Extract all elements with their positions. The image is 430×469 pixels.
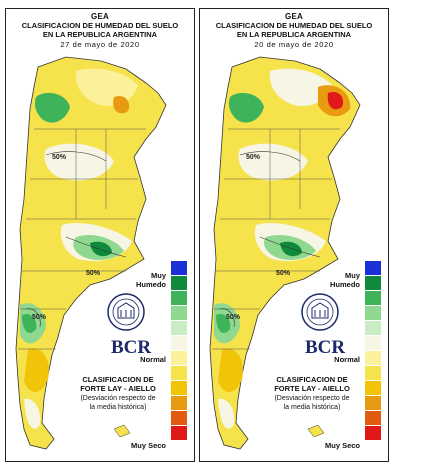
method-title: CLASIFICACION DE FORTE LAY - AIELLO bbox=[68, 375, 168, 393]
legend-swatch bbox=[171, 275, 187, 290]
map-title-line2: EN LA REPUBLICA ARGENTINA bbox=[236, 30, 352, 39]
isoline-label: 50% bbox=[226, 314, 241, 321]
isolines bbox=[219, 151, 321, 328]
zone-normal-center bbox=[44, 143, 114, 181]
legend-swatch bbox=[365, 275, 381, 290]
isoline-label: 50% bbox=[32, 314, 47, 321]
legend-swatch bbox=[365, 395, 381, 410]
bcr-seal-icon bbox=[301, 293, 339, 331]
zone-humid-north bbox=[34, 92, 70, 123]
legend-swatch bbox=[171, 350, 187, 365]
map-date: 20 de mayo de 2020 bbox=[254, 40, 334, 49]
method-line2: FORTE LAY - AIELLO bbox=[274, 384, 350, 393]
legend-top-label: Muy Humedo bbox=[136, 271, 166, 289]
zone-normal-north bbox=[269, 68, 332, 107]
legend-swatch bbox=[365, 410, 381, 425]
isolines bbox=[25, 151, 127, 328]
zone-very-dry-misiones bbox=[327, 91, 344, 110]
isoline-label: 50% bbox=[52, 154, 67, 161]
legend-swatch bbox=[171, 260, 187, 275]
zone-normal-south bbox=[24, 398, 41, 429]
legend-swatch bbox=[171, 395, 187, 410]
color-legend bbox=[171, 260, 187, 440]
soil-moisture-map: 50% 50% 50% bbox=[15, 56, 167, 450]
legend-swatch bbox=[365, 260, 381, 275]
bcr-seal-icon bbox=[107, 293, 145, 331]
legend-swatch bbox=[171, 380, 187, 395]
method-line1: CLASIFICACION DE bbox=[82, 375, 154, 384]
legend-swatch bbox=[171, 410, 187, 425]
zone-normal-south bbox=[218, 398, 235, 429]
province-boundaries bbox=[18, 128, 146, 350]
legend-swatch bbox=[171, 305, 187, 320]
zone-very-humid-pampa bbox=[90, 241, 112, 257]
map-date: 27 de mayo de 2020 bbox=[60, 40, 140, 49]
isoline-label: 50% bbox=[86, 270, 101, 277]
method-note: (Desviación respecto de la media históri… bbox=[262, 394, 362, 412]
map-title-line1: CLASIFICACION DE HUMEDAD DEL SUELO bbox=[215, 21, 373, 30]
method-note2: la media histórica) bbox=[89, 404, 147, 411]
legend-swatch bbox=[365, 380, 381, 395]
legend-swatch bbox=[365, 305, 381, 320]
zone-dry-patagonia bbox=[218, 348, 243, 393]
method-note1: (Desviación respecto de bbox=[80, 395, 156, 402]
zone-very-humid-patagonia bbox=[22, 313, 37, 333]
legend-middle-label: Normal bbox=[140, 355, 166, 364]
map-title-line1: CLASIFICACION DE HUMEDAD DEL SUELO bbox=[21, 21, 179, 30]
zone-very-humid-pampa bbox=[280, 241, 302, 257]
legend-swatch bbox=[171, 290, 187, 305]
map-panel-20-may: 50% 50% 50% GEA CLASIFICACION DE HUMEDAD… bbox=[199, 8, 389, 462]
zone-dry-chaco bbox=[113, 95, 130, 114]
legend-swatch bbox=[171, 425, 187, 440]
method-title: CLASIFICACION DE FORTE LAY - AIELLO bbox=[262, 375, 362, 393]
zone-very-humid-patagonia bbox=[216, 313, 231, 333]
legend-swatch bbox=[171, 320, 187, 335]
legend-swatch bbox=[365, 425, 381, 440]
map-panel-27-may: 50% 50% 50% GEA CLASIFICACION DE HUMEDAD… bbox=[5, 8, 195, 462]
method-line2: FORTE LAY - AIELLO bbox=[80, 384, 156, 393]
legend-swatch bbox=[171, 335, 187, 350]
method-note: (Desviación respecto de la media históri… bbox=[68, 394, 168, 412]
method-note2: la media histórica) bbox=[283, 404, 341, 411]
org-name: GEA bbox=[91, 12, 109, 21]
bcr-logo-text: BCR bbox=[110, 337, 152, 358]
legend-swatch bbox=[365, 350, 381, 365]
legend-bottom-label: Muy Seco bbox=[324, 441, 360, 450]
legend-middle-label: Normal bbox=[334, 355, 360, 364]
legend-swatch bbox=[365, 290, 381, 305]
legend-bottom-label: Muy Seco bbox=[130, 441, 166, 450]
bcr-logo-text: BCR bbox=[304, 337, 346, 358]
isoline-label: 50% bbox=[246, 154, 261, 161]
legend-swatch bbox=[365, 365, 381, 380]
province-boundaries bbox=[212, 128, 340, 350]
method-note1: (Desviación respecto de bbox=[274, 395, 350, 402]
zone-dry-patagonia bbox=[24, 348, 49, 393]
malvinas-islands bbox=[113, 424, 131, 438]
color-legend bbox=[365, 260, 381, 440]
zone-humid-north bbox=[228, 92, 264, 123]
zone-normal-center bbox=[238, 143, 308, 181]
method-line1: CLASIFICACION DE bbox=[276, 375, 348, 384]
legend-top-label: Muy Humedo bbox=[330, 271, 360, 289]
org-name: GEA bbox=[285, 12, 303, 21]
legend-swatch bbox=[365, 320, 381, 335]
malvinas-islands bbox=[307, 424, 325, 438]
soil-moisture-map: 50% 50% 50% bbox=[209, 56, 361, 450]
legend-swatch bbox=[365, 335, 381, 350]
map-title-line2: EN LA REPUBLICA ARGENTINA bbox=[42, 30, 158, 39]
legend-swatch bbox=[171, 365, 187, 380]
isoline-label: 50% bbox=[276, 270, 291, 277]
